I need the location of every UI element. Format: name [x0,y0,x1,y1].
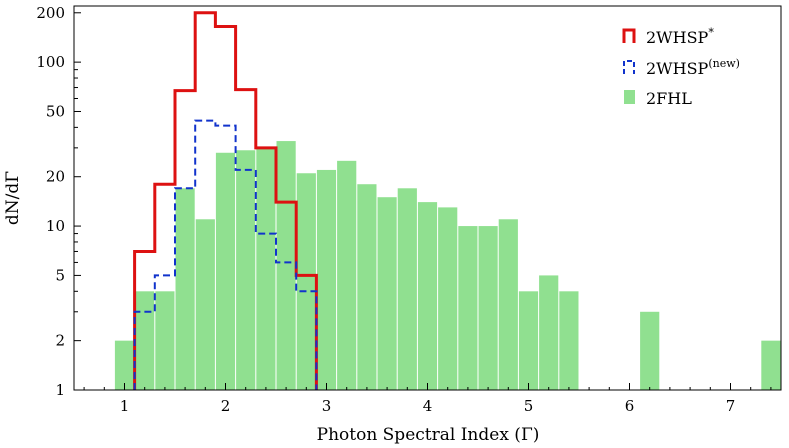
fhl-bar [114,340,135,390]
y-tick-label: 100 [36,53,65,71]
x-tick-label: 2 [221,397,231,415]
fhl-bar [539,275,559,390]
y-tick-label: 1 [55,381,65,399]
fhl-bar [397,188,417,390]
legend-label-whsp-new: 2WHSP(new) [646,57,740,78]
fhl-bar [640,311,660,390]
legend-swatch-whsp-star [622,28,636,43]
fhl-bar [337,160,357,390]
legend-swatch-fhl [624,90,635,104]
fhl-bars-group [114,141,781,390]
fhl-bar [357,184,377,390]
fhl-bar [155,291,175,390]
fhl-bar [458,226,478,390]
fhl-bar [316,169,337,390]
legend-entry-whsp-star: 2WHSP* [622,26,714,47]
fhl-bar [195,219,215,390]
fhl-bar [478,226,498,390]
fhl-bar [135,291,155,390]
y-tick-label: 200 [36,4,65,22]
legend: 2WHSP* 2WHSP(new) 2FHL [622,26,740,108]
y-axis-label: dN/dΓ [3,171,23,225]
y-tick-label: 50 [46,102,65,120]
x-tick-label: 1 [120,397,130,415]
whsp-new-step-line [133,119,318,390]
whsp-star-step-line [133,11,318,390]
fhl-bar [236,150,256,390]
fhl-bar [377,197,397,390]
x-tick-label: 4 [423,397,433,415]
y-tick-label: 10 [46,217,65,235]
fhl-bar [296,173,316,390]
y-axis: 1 2 5 10 20 50 100 200 [36,4,81,399]
fhl-bar [559,291,579,390]
legend-label-whsp-star: 2WHSP* [646,26,714,47]
x-tick-label: 6 [625,397,635,415]
x-tick-label: 5 [524,397,534,415]
y-tick-label: 20 [46,168,65,186]
fhl-bar [761,340,781,390]
fhl-bar [498,219,518,390]
fhl-bar [175,188,195,390]
fhl-bar [215,152,236,390]
legend-swatch-whsp-new [623,60,635,74]
fhl-bar [417,202,438,390]
y-tick-label: 2 [55,332,65,350]
x-tick-label: 3 [322,397,332,415]
legend-label-fhl: 2FHL [646,89,692,108]
legend-entry-fhl: 2FHL [624,89,692,108]
legend-entry-whsp-new: 2WHSP(new) [623,57,740,78]
x-tick-label: 7 [726,397,736,415]
y-tick-label: 5 [55,266,65,284]
fhl-bar [438,207,458,390]
x-axis: 1 2 3 4 5 6 7 [83,383,772,415]
fhl-bar [256,147,276,390]
x-axis-label: Photon Spectral Index (Γ) [317,425,540,445]
fhl-bar [276,141,296,390]
fhl-bar [518,291,539,390]
